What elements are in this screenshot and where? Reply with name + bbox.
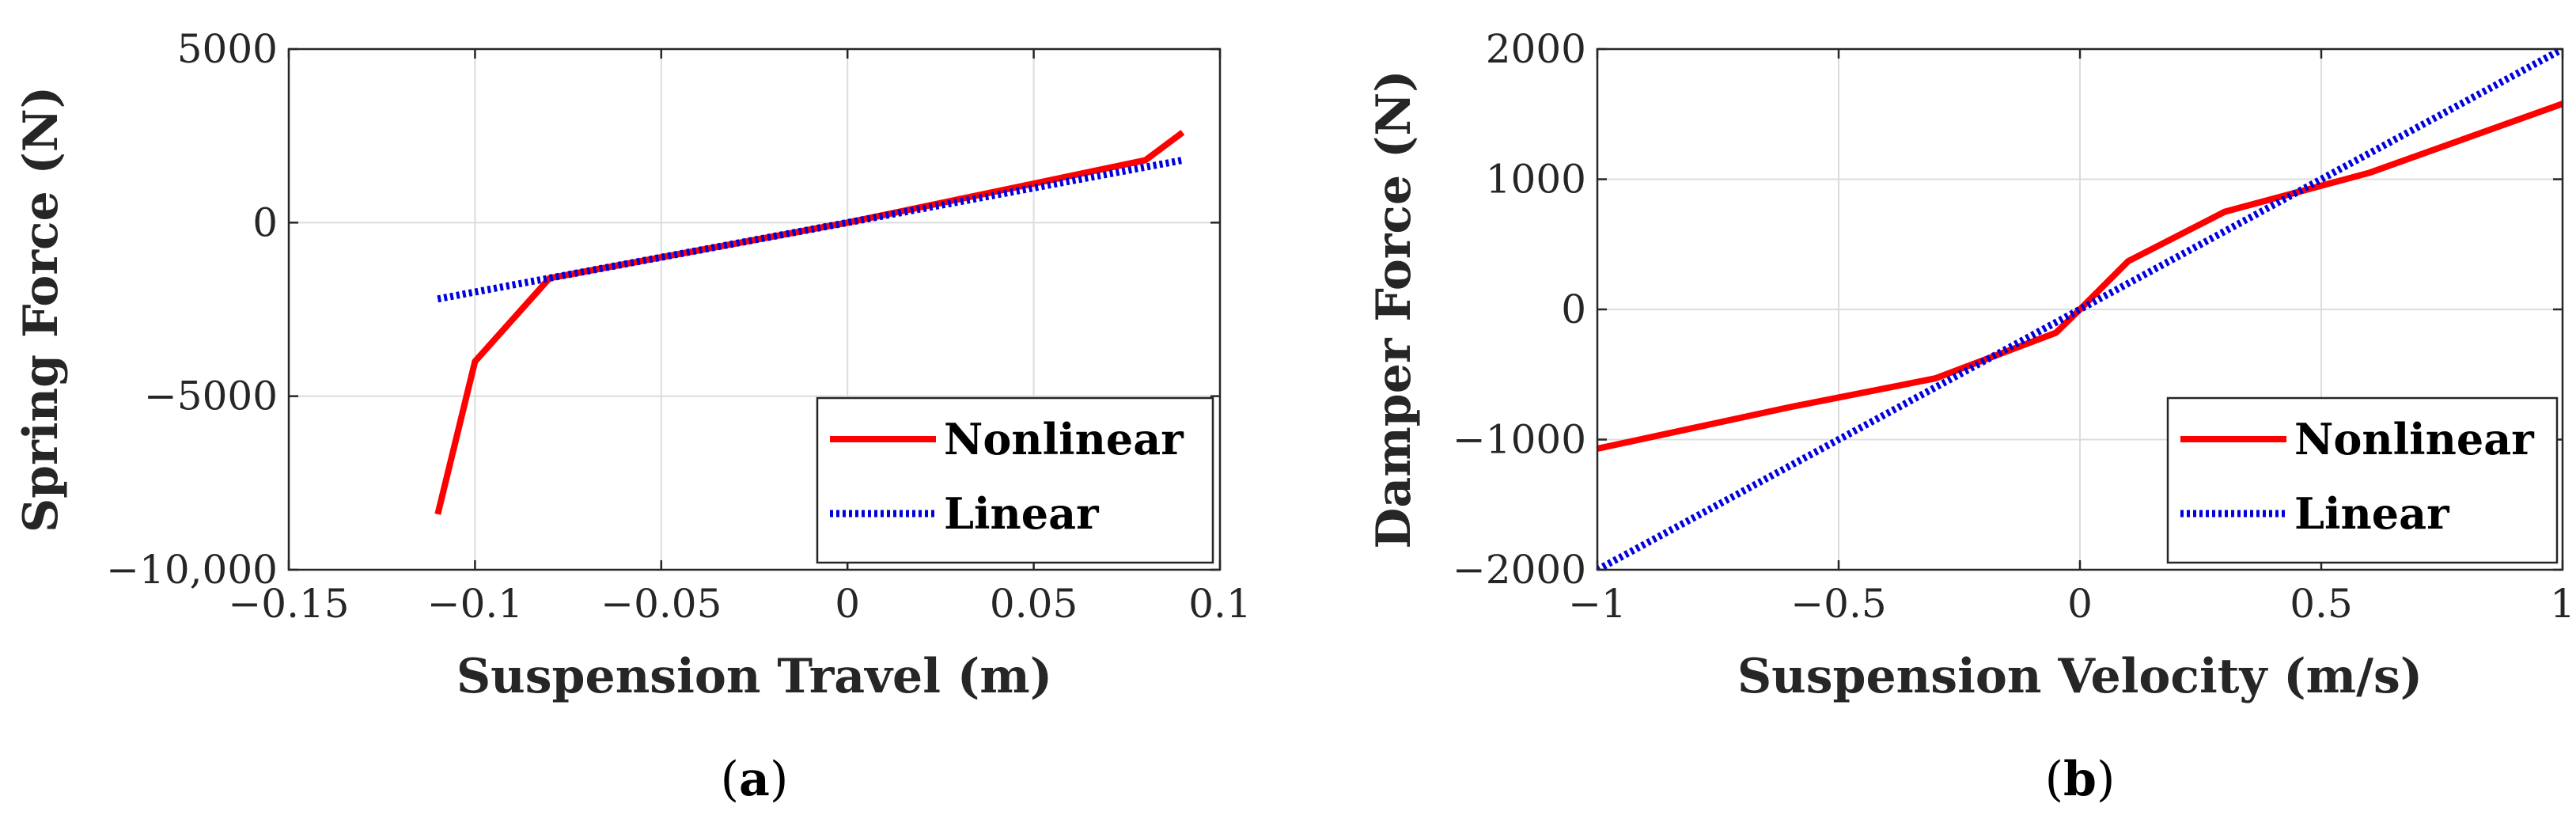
x-axis-label: Suspension Velocity (m/s) bbox=[1737, 649, 2423, 704]
y-axis-label: Damper Force (N) bbox=[1366, 70, 1422, 548]
y-tick-label: 0 bbox=[252, 199, 278, 245]
x-tick-label: 0.05 bbox=[990, 581, 1078, 627]
panel-label: (b) bbox=[2045, 752, 2116, 807]
y-tick-label: 5000 bbox=[177, 26, 278, 72]
y-tick-label: −2000 bbox=[1453, 547, 1586, 593]
series-line-nonlinear bbox=[434, 130, 1185, 515]
panel-label: (a) bbox=[721, 752, 789, 807]
y-axis-label: Spring Force (N) bbox=[13, 86, 69, 533]
series-line-nonlinear bbox=[1597, 100, 2563, 452]
chart-panel-a: −0.15 −0.1 −0.05 0 0.05 0.1 −10,000 −5000 0 5000 S… bbox=[13, 26, 1252, 807]
x-tick-label: 0 bbox=[2067, 581, 2093, 627]
x-tick-label: −0.5 bbox=[1790, 581, 1886, 627]
chart-panel-b: −1 −0.5 0 0.5 1 −2000 −1000 0 1000 2000 Suspension… bbox=[1366, 26, 2575, 807]
y-tick-label: −10,000 bbox=[106, 547, 278, 593]
legend-label-nonlinear: Nonlinear bbox=[944, 414, 1184, 464]
y-tick-label: −5000 bbox=[144, 373, 278, 419]
y-tick-label: 1000 bbox=[1486, 157, 1586, 203]
y-tick-label: 2000 bbox=[1486, 26, 1586, 72]
x-tick-label: −0.1 bbox=[427, 581, 523, 627]
x-tick-label: −1 bbox=[1568, 581, 1627, 627]
legend-box bbox=[2166, 396, 2559, 564]
legend-box bbox=[816, 396, 1214, 564]
x-tick-label: −0.05 bbox=[600, 581, 722, 627]
legend-label-nonlinear: Nonlinear bbox=[2294, 414, 2534, 464]
axes-box bbox=[287, 47, 1222, 571]
legend-label-linear: Linear bbox=[944, 488, 1099, 539]
series-line-linear bbox=[1597, 49, 2563, 570]
x-tick-label: −0.15 bbox=[228, 581, 349, 627]
x-axis-label: Suspension Travel (m) bbox=[456, 649, 1052, 704]
x-tick-label: 0 bbox=[835, 581, 860, 627]
x-tick-label: 1 bbox=[2550, 581, 2575, 627]
y-tick-label: −1000 bbox=[1453, 417, 1586, 463]
legend-label-linear: Linear bbox=[2294, 488, 2449, 539]
x-tick-label: 0.1 bbox=[1188, 581, 1252, 627]
x-tick-label: 0.5 bbox=[2290, 581, 2353, 627]
y-tick-label: 0 bbox=[1561, 286, 1586, 332]
